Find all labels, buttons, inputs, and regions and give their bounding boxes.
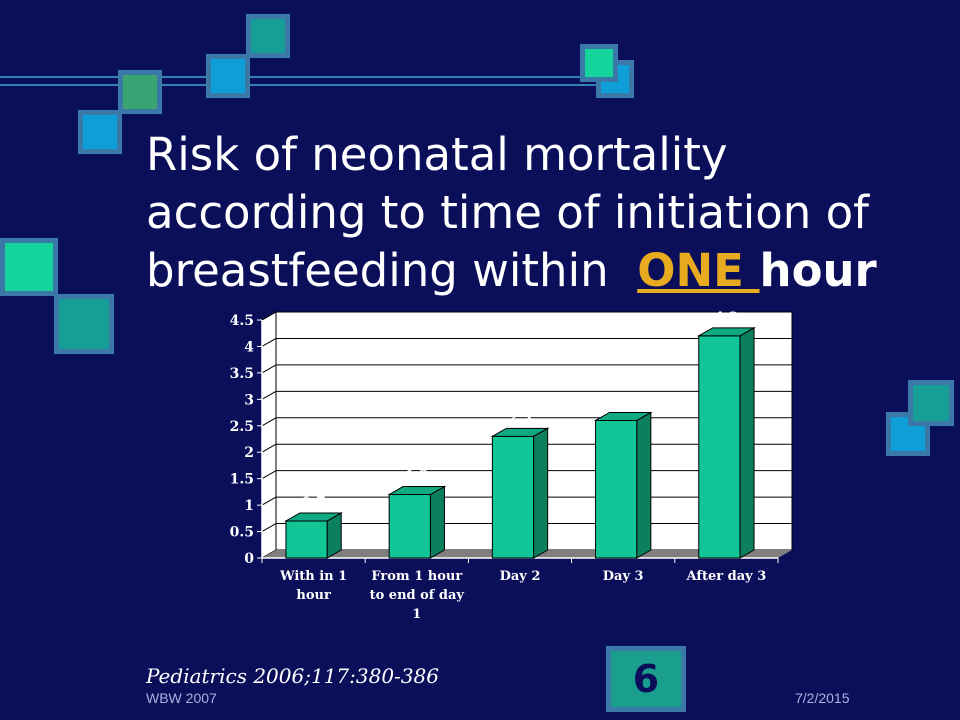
x-tick-label: hour xyxy=(296,588,331,603)
decorative-square xyxy=(78,110,122,154)
gridline-depth xyxy=(261,523,277,532)
title-emphasis: ONE xyxy=(637,244,760,297)
plot-side-wall xyxy=(261,311,277,559)
decorative-square xyxy=(580,44,618,82)
title-line-3-suffix: hour xyxy=(759,244,877,297)
bar xyxy=(388,494,431,559)
y-tick-label: 0.5 xyxy=(230,525,254,541)
x-tick-label: Day 3 xyxy=(603,569,644,584)
x-tick-label: With in 1 xyxy=(279,569,347,584)
decorative-line xyxy=(0,76,632,78)
y-tick-label: 4.5 xyxy=(230,313,254,329)
bar-top xyxy=(284,512,344,522)
decorative-square xyxy=(206,54,250,98)
gridline-depth xyxy=(261,470,277,480)
gridline-depth xyxy=(261,311,277,321)
y-tick-label: 2.5 xyxy=(230,419,254,435)
y-tick-label: 3.5 xyxy=(230,366,254,382)
bar-top xyxy=(593,411,653,421)
gridline-depth xyxy=(261,496,277,506)
footer-event: WBW 2007 xyxy=(146,690,217,706)
title-line-3-prefix: breastfeeding within xyxy=(146,244,638,297)
data-label: 1.2 xyxy=(405,469,429,485)
bar xyxy=(285,520,328,559)
slide-number: 6 xyxy=(606,646,686,712)
data-label: 2.6 xyxy=(611,394,635,410)
bar-top xyxy=(387,486,447,496)
title-line-2: according to time of initiation of xyxy=(146,186,870,239)
bar-side xyxy=(739,327,755,559)
decorative-square xyxy=(0,238,58,296)
bar-side xyxy=(636,411,652,559)
bar xyxy=(595,419,638,559)
bar xyxy=(491,435,535,559)
x-tick-label: From 1 hour xyxy=(371,569,462,584)
data-label: 4.2 xyxy=(714,310,738,326)
bar-side xyxy=(429,485,445,559)
bar-side xyxy=(533,427,549,559)
y-tick-label: 1 xyxy=(244,498,254,514)
citation: Pediatrics 2006;117:380-386 xyxy=(146,664,439,688)
gridline-depth xyxy=(261,390,277,400)
bar xyxy=(698,335,741,559)
x-tick-label: to end of day xyxy=(370,588,465,603)
y-tick-label: 0 xyxy=(244,551,254,567)
decorative-line xyxy=(0,84,632,86)
decorative-square xyxy=(54,294,114,354)
bar-chart: 0 0.5 1 1.5 2 2.5 3 3.5 4 4.5 0.7 With in 1 hour 1.2 F… xyxy=(230,310,793,622)
data-label: 2.3 xyxy=(508,410,532,426)
slide-title: Risk of neonatal mortality according to … xyxy=(146,126,906,300)
gridline-depth xyxy=(261,417,277,427)
x-tick-label: After day 3 xyxy=(686,569,767,584)
x-tick-label: Day 2 xyxy=(500,569,541,584)
bar-top xyxy=(696,327,756,337)
decorative-square xyxy=(246,14,290,58)
footer-date: 7/2/2015 xyxy=(795,690,850,706)
title-line-1: Risk of neonatal mortality xyxy=(146,128,728,181)
y-tick-label: 4 xyxy=(244,339,254,355)
gridline-depth xyxy=(261,338,277,347)
bar-top xyxy=(490,427,550,437)
data-label: 0.7 xyxy=(301,495,325,511)
x-tick-label: 1 xyxy=(412,607,421,622)
gridline-depth xyxy=(261,443,277,453)
y-tick-label: 3 xyxy=(244,392,254,408)
decorative-square xyxy=(908,380,954,426)
y-tick-label: 1.5 xyxy=(230,472,254,488)
decorative-square xyxy=(118,70,162,114)
title-line-3: breastfeeding within ONE hour xyxy=(146,242,906,300)
y-tick-label: 2 xyxy=(244,445,254,461)
gridline-depth xyxy=(261,364,277,374)
